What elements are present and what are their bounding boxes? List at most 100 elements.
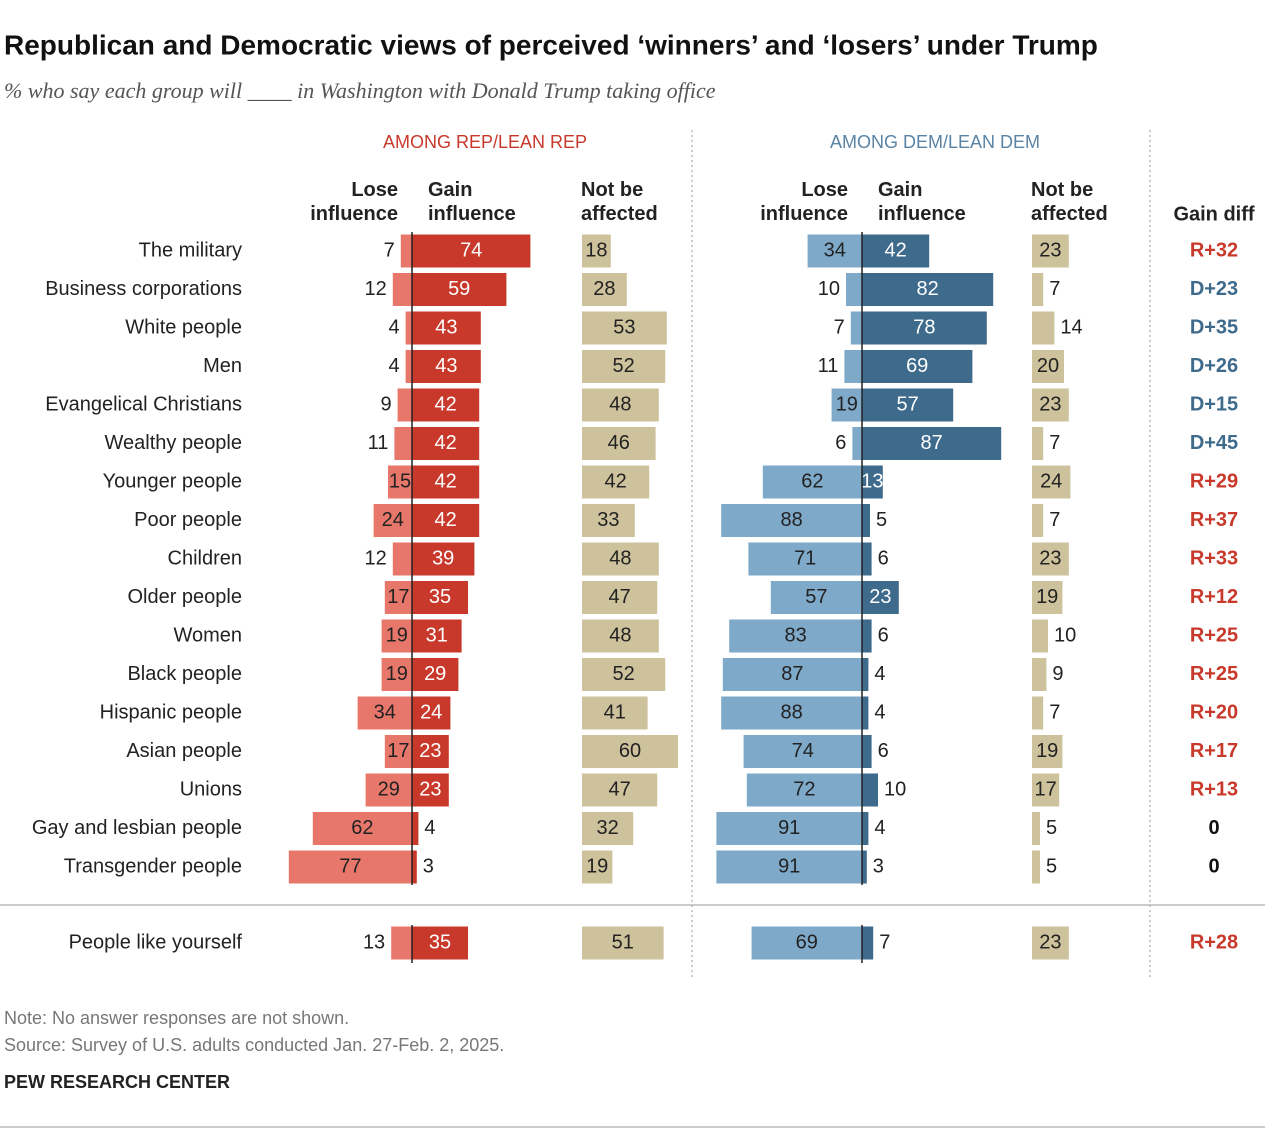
value-label: 14 — [1060, 316, 1082, 338]
value-label: 4 — [388, 355, 399, 377]
value-label: 19 — [1036, 586, 1058, 608]
category-label: Poor people — [134, 509, 242, 531]
value-label: 91 — [778, 817, 800, 839]
value-label: 7 — [384, 239, 395, 261]
category-label: Black people — [127, 663, 242, 685]
value-label: 35 — [429, 931, 451, 953]
bar — [862, 542, 872, 576]
column-header: Not be affected — [1031, 179, 1108, 225]
bar — [862, 812, 869, 845]
value-label: 42 — [604, 470, 626, 492]
value-label: 19 — [386, 663, 408, 685]
value-label: 24 — [420, 701, 442, 723]
value-label: 6 — [878, 624, 889, 646]
gain-diff-label: R+20 — [1190, 701, 1238, 723]
value-label: 5 — [876, 509, 887, 531]
value-label: 23 — [419, 740, 441, 762]
bar — [388, 465, 412, 499]
bar — [412, 388, 480, 422]
value-label: 91 — [778, 855, 800, 877]
value-label: 17 — [1034, 778, 1056, 800]
column-header: Gain influence — [428, 179, 516, 225]
value-label: 15 — [389, 470, 411, 492]
gain-diff-label: D+26 — [1190, 355, 1238, 377]
bar — [582, 388, 659, 422]
bar — [1032, 581, 1063, 614]
value-label: 18 — [585, 239, 607, 261]
value-label: 78 — [913, 316, 935, 338]
value-label: 31 — [426, 624, 448, 646]
bar — [412, 465, 480, 499]
bar — [582, 465, 650, 499]
value-label: 83 — [784, 624, 806, 646]
column-header: Lose influence — [310, 179, 398, 225]
value-label: 12 — [365, 278, 387, 300]
bar — [862, 658, 869, 691]
bar — [807, 234, 862, 268]
bar — [392, 273, 412, 306]
bar — [412, 926, 468, 960]
bar — [862, 773, 878, 807]
category-label: Gay and lesbian people — [32, 817, 242, 839]
value-label: 48 — [609, 624, 631, 646]
bar — [412, 581, 468, 614]
bar — [751, 926, 862, 960]
bar — [852, 427, 862, 460]
bar — [582, 619, 659, 653]
gain-diff-label: R+13 — [1190, 778, 1238, 800]
bar — [770, 581, 862, 614]
value-label: 7 — [1049, 701, 1060, 723]
category-label: Asian people — [126, 740, 242, 762]
value-label: 72 — [793, 778, 815, 800]
chart-subtitle: % who say each group will ____ in Washin… — [4, 78, 716, 103]
bar — [721, 696, 862, 730]
value-label: 5 — [1046, 855, 1057, 877]
bar — [397, 388, 412, 422]
value-label: 88 — [780, 701, 802, 723]
value-label: 23 — [869, 586, 891, 608]
value-label: 23 — [1039, 393, 1061, 415]
value-label: 43 — [435, 316, 457, 338]
value-label: 10 — [884, 778, 906, 800]
value-label: 48 — [609, 393, 631, 415]
bar — [412, 234, 531, 268]
bar — [582, 234, 611, 268]
value-label: 69 — [906, 355, 928, 377]
bar — [582, 350, 666, 383]
bar — [394, 427, 412, 460]
bar — [405, 311, 412, 345]
bar — [582, 311, 667, 345]
category-label: Older people — [127, 586, 242, 608]
column-header: Lose influence — [760, 179, 848, 225]
value-label: 7 — [1049, 432, 1060, 454]
gain-diff-label: R+25 — [1190, 624, 1238, 646]
source: Source: Survey of U.S. adults conducted … — [4, 1035, 504, 1055]
bar — [862, 311, 987, 345]
value-label: 3 — [873, 855, 884, 877]
value-label: 87 — [920, 432, 942, 454]
value-label: 6 — [878, 740, 889, 762]
bar — [862, 619, 872, 653]
chart-title: Republican and Democratic views of perce… — [4, 29, 1098, 60]
bar — [412, 504, 480, 537]
value-label: 57 — [805, 586, 827, 608]
value-label: 11 — [368, 432, 389, 454]
bar — [762, 465, 862, 499]
bar — [405, 350, 412, 383]
gain-diff-label: R+25 — [1190, 663, 1238, 685]
value-label: 53 — [613, 316, 635, 338]
bar — [1032, 926, 1069, 960]
bar — [1032, 504, 1044, 537]
bar — [716, 812, 862, 845]
value-label: 33 — [597, 509, 619, 531]
bar — [412, 735, 449, 768]
value-label: 87 — [781, 663, 803, 685]
bar — [844, 350, 862, 383]
bar — [412, 311, 481, 345]
value-label: 59 — [448, 278, 470, 300]
gain-diff-label: R+37 — [1190, 509, 1238, 531]
value-label: 10 — [818, 278, 840, 300]
bar — [312, 812, 412, 845]
category-label: Women — [173, 624, 242, 646]
gain-diff-label: D+23 — [1190, 278, 1238, 300]
